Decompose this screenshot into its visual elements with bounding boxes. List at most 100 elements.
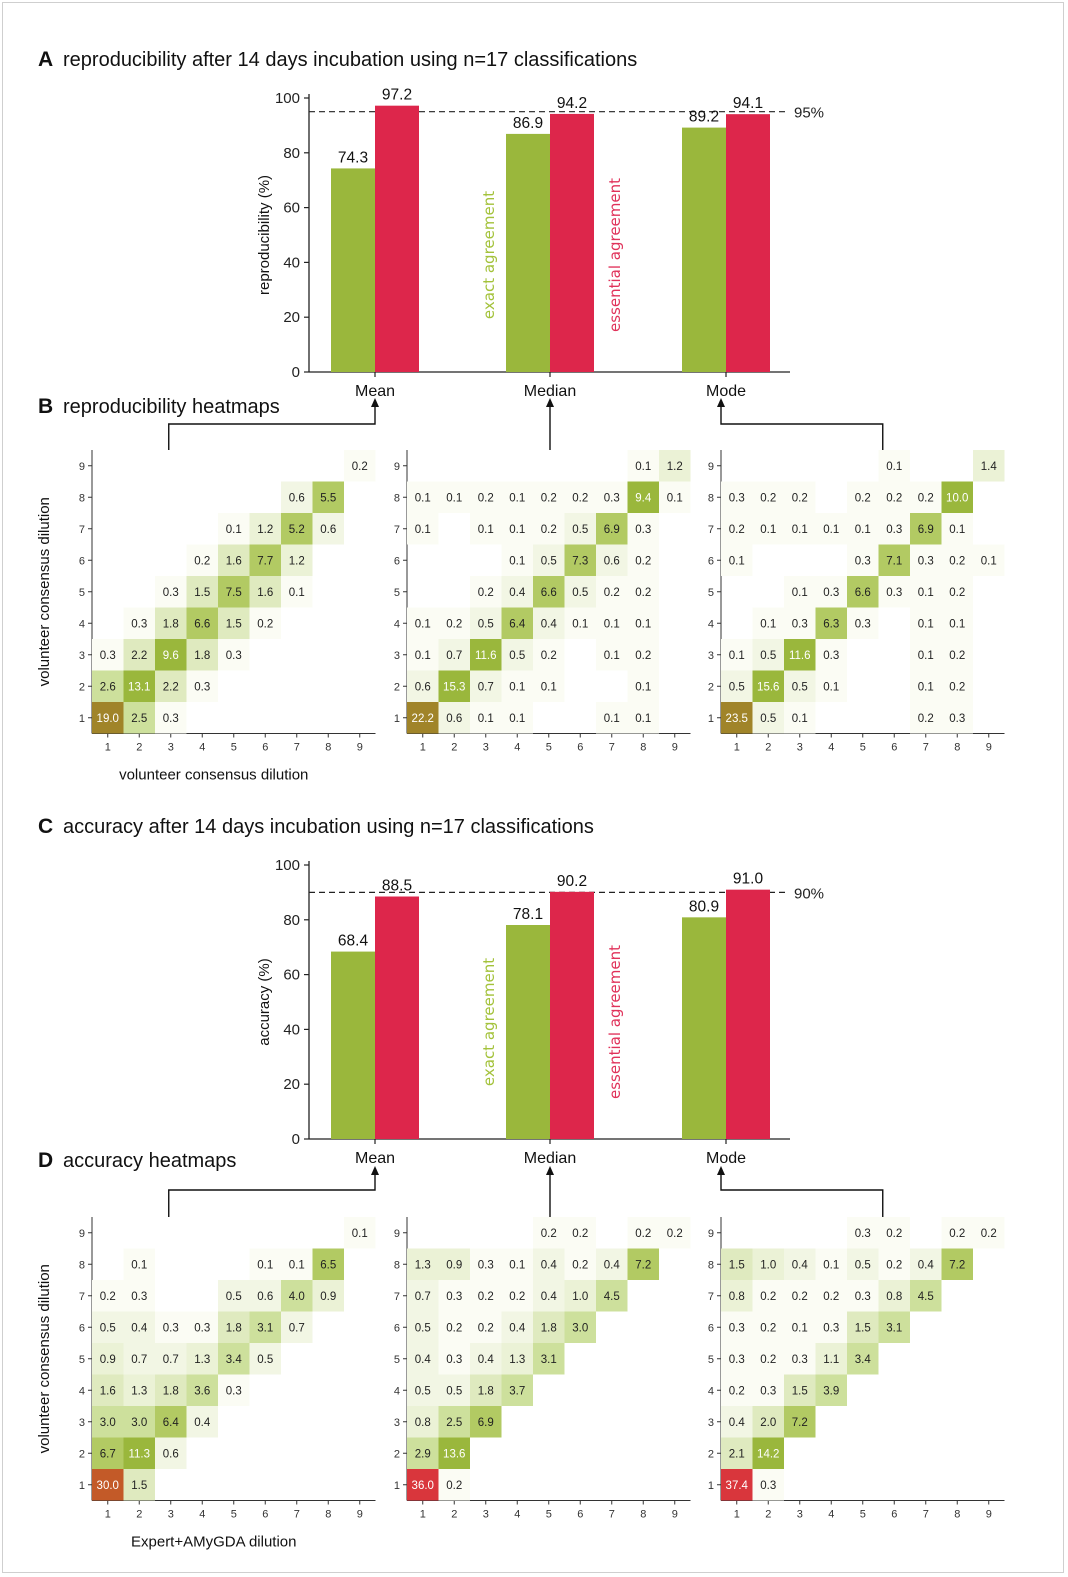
heatmap-cell-label: 0.2 (823, 1291, 839, 1303)
heatmap-x-tick-label: 9 (672, 742, 678, 754)
heatmap-cell (438, 639, 470, 671)
heatmap-cell-label: 0.3 (163, 713, 179, 725)
heatmap-cell-label: 15.6 (757, 681, 779, 693)
panel-b-letter: B (38, 395, 53, 418)
heatmap-cell-label: 2.2 (163, 681, 179, 693)
heatmap-cell-label: 0.4 (918, 1259, 935, 1271)
heatmap-y-tick-label: 8 (79, 1259, 85, 1271)
heatmap-cell (815, 1311, 847, 1343)
heatmap-cell-label: 0.1 (415, 524, 431, 536)
heatmap-cell (627, 450, 659, 482)
heatmap-x-tick-label: 8 (640, 742, 646, 754)
heatmap-x-tick-label: 9 (986, 742, 992, 754)
heatmap-x-tick-label: 7 (923, 742, 929, 754)
heatmap-cell-label: 0.4 (541, 618, 558, 630)
heatmap-cell-label: 0.5 (792, 681, 808, 693)
heatmap-cell-label: 1.2 (257, 524, 273, 536)
heatmap-cell (564, 1217, 596, 1249)
heatmap-cell (92, 1406, 124, 1438)
bar-value-label: 86.9 (513, 115, 543, 132)
heatmap-cell-label: 0.6 (320, 524, 336, 536)
heatmap-cell-label: 22.2 (412, 713, 434, 725)
heatmap-cell (438, 670, 470, 702)
heatmap-x-tick-label: 7 (923, 1509, 929, 1521)
heatmap-cell-label: 36.0 (412, 1480, 434, 1492)
heatmap-cell-label: 0.6 (163, 1448, 179, 1460)
heatmap-cell (407, 1248, 439, 1280)
heatmap-cell-label: 1.2 (289, 555, 305, 567)
heatmap-cell (407, 639, 439, 671)
heatmap-cell-label: 0.1 (478, 713, 494, 725)
panel-a-title: reproducibility after 14 days incubation… (63, 49, 637, 71)
heatmap-x-tick-label: 7 (294, 1509, 300, 1521)
heatmap-cell-label: 0.3 (194, 1322, 210, 1334)
heatmap-cell (973, 450, 1005, 482)
heatmap-cell-label: 0.3 (446, 1354, 462, 1366)
heatmap-y-tick-label: 2 (708, 1448, 714, 1460)
heatmap-cell-label: 0.6 (446, 713, 462, 725)
heatmap-y-tick-label: 4 (708, 1385, 714, 1397)
heatmap-x-tick-label: 4 (828, 1509, 834, 1521)
heatmap-cell (407, 1311, 439, 1343)
heatmap-cell (186, 1406, 218, 1438)
heatmap-cell (470, 639, 502, 671)
heatmap-x-tick-label: 4 (514, 742, 520, 754)
heatmap-y-tick-label: 9 (394, 461, 400, 473)
heatmap-cell (438, 1311, 470, 1343)
heatmap-cell (533, 481, 565, 513)
heatmap-cell (659, 450, 691, 482)
heatmap-y-tick-label: 5 (708, 1354, 714, 1366)
heatmap-x-tick-label: 7 (609, 742, 615, 754)
heatmap-cell-label: 0.1 (635, 618, 651, 630)
heatmap-cell (784, 576, 816, 608)
heatmap-cell (752, 607, 784, 639)
heatmap-cell-label: 3.0 (100, 1417, 116, 1429)
category-label: Mode (706, 383, 746, 400)
heatmap-cell-label: 9.6 (163, 650, 179, 662)
heatmap-x-tick-label: 8 (325, 1509, 331, 1521)
heatmap-cell-label: 0.1 (289, 587, 305, 599)
heatmap-cell (752, 639, 784, 671)
heatmap-cell-label: 0.3 (729, 1354, 745, 1366)
bar-essential-agreement (726, 889, 770, 1139)
heatmap-cell-label: 0.1 (760, 618, 776, 630)
heatmap-cell-label: 6.9 (918, 524, 934, 536)
heatmap-cell (438, 1406, 470, 1438)
heatmap-cell-label: 0.3 (855, 1291, 871, 1303)
heatmap-cell-label: 0.3 (131, 618, 147, 630)
heatmap-cell-label: 1.8 (478, 1385, 494, 1397)
heatmap-cell (721, 481, 753, 513)
heatmap-cell (659, 1217, 691, 1249)
heatmap-cell-label: 0.2 (981, 1228, 997, 1240)
heatmap-cell-label: 1.8 (163, 1385, 179, 1397)
heatmap-cell-label: 0.3 (131, 1291, 147, 1303)
heatmap-cell (123, 702, 155, 734)
heatmap-cell (438, 1280, 470, 1312)
heatmap-cell (564, 481, 596, 513)
heatmap-y-tick-label: 1 (79, 1480, 85, 1492)
bar-value-label: 97.2 (382, 87, 412, 104)
heatmap-cell-label: 2.5 (131, 713, 147, 725)
heatmap-mean: 19.0 2.5 0.3 2.6 13.1 2.2 0.3 0.3 2.2 9.6 1.8 0.3 0.… (79, 398, 379, 754)
heatmap-y-tick-label: 6 (708, 1322, 714, 1334)
heatmap-cell-label: 0.1 (918, 587, 934, 599)
heatmap-cell-label: 1.6 (226, 555, 242, 567)
heatmap-cell (249, 513, 281, 545)
heatmap-y-tick-label: 7 (79, 1291, 85, 1303)
heatmap-cell-label: 3.4 (855, 1354, 872, 1366)
heatmap-cell (596, 1248, 628, 1280)
heatmap-cell-label: 4.5 (604, 1291, 620, 1303)
heatmap-cell (941, 544, 973, 576)
heatmap-x-tick-label: 3 (168, 742, 174, 754)
bar-essential-agreement (726, 114, 770, 372)
heatmap-cell (438, 1469, 470, 1501)
heatmap-cell-label: 3.0 (131, 1417, 147, 1429)
heatmap-cell (564, 1280, 596, 1312)
heatmap-cell-label: 0.5 (509, 650, 525, 662)
heatmap-cell (847, 513, 879, 545)
heatmap-cell-label: 0.5 (855, 1259, 871, 1271)
heatmap-cell (721, 670, 753, 702)
heatmap-cell-label: 6.6 (541, 587, 557, 599)
heatmap-cell-label: 0.1 (949, 618, 965, 630)
heatmap-cell (627, 639, 659, 671)
